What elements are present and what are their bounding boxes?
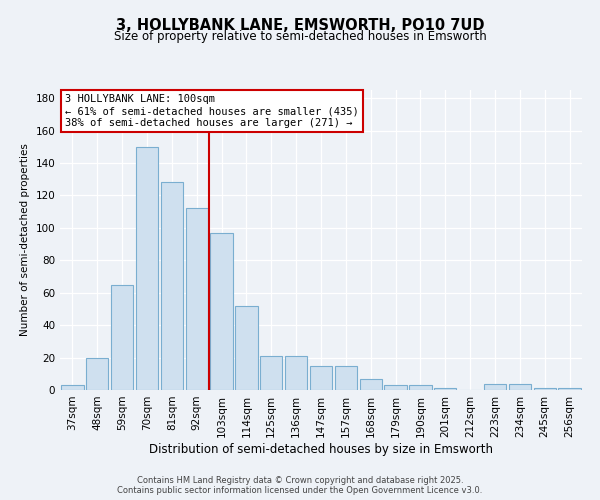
Bar (335, 366, 357, 390)
Text: Contains HM Land Registry data © Crown copyright and database right 2025.
Contai: Contains HM Land Registry data © Crown c… (118, 476, 482, 495)
Bar (359, 378, 382, 390)
Text: Size of property relative to semi-detached houses in Emsworth: Size of property relative to semi-detach… (113, 30, 487, 43)
Text: 3 HOLLYBANK LANE: 100sqm
← 61% of semi-detached houses are smaller (435)
38% of : 3 HOLLYBANK LANE: 100sqm ← 61% of semi-d… (65, 94, 359, 128)
Bar (285, 356, 307, 390)
Y-axis label: Number of semi-detached properties: Number of semi-detached properties (20, 144, 30, 336)
Bar (409, 385, 431, 390)
Bar (260, 356, 283, 390)
Bar (136, 147, 158, 390)
Bar (61, 385, 83, 390)
Text: 3, HOLLYBANK LANE, EMSWORTH, PO10 7UD: 3, HOLLYBANK LANE, EMSWORTH, PO10 7UD (116, 18, 484, 32)
Bar (185, 208, 208, 390)
Bar (385, 385, 407, 390)
Bar (509, 384, 531, 390)
Bar (235, 306, 257, 390)
Bar (533, 388, 556, 390)
Bar (111, 284, 133, 390)
X-axis label: Distribution of semi-detached houses by size in Emsworth: Distribution of semi-detached houses by … (149, 442, 493, 456)
Bar (161, 182, 183, 390)
Bar (484, 384, 506, 390)
Bar (86, 358, 109, 390)
Bar (310, 366, 332, 390)
Bar (559, 388, 581, 390)
Bar (211, 232, 233, 390)
Bar (434, 388, 457, 390)
